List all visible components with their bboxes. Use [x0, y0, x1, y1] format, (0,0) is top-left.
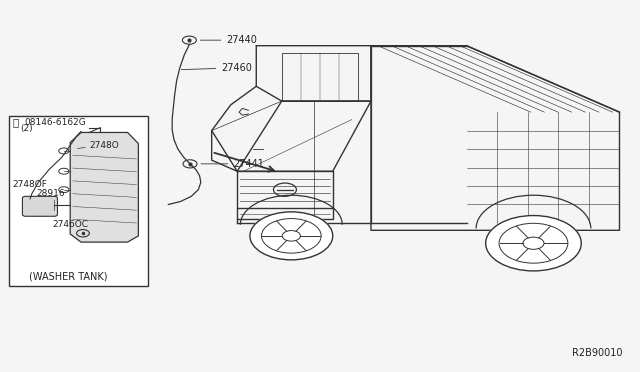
- Text: 2748O: 2748O: [90, 141, 119, 150]
- Text: R2B90010: R2B90010: [572, 348, 623, 358]
- Text: 27441: 27441: [201, 159, 264, 169]
- Text: Ⓢ: Ⓢ: [13, 118, 19, 128]
- Text: 2746OC: 2746OC: [52, 220, 88, 229]
- Text: 2748OF: 2748OF: [13, 180, 48, 189]
- Text: (WASHER TANK): (WASHER TANK): [29, 272, 108, 282]
- Polygon shape: [70, 132, 138, 242]
- Text: 28916: 28916: [36, 189, 65, 198]
- Circle shape: [486, 215, 581, 271]
- Text: (2): (2): [20, 124, 33, 132]
- Text: 08146-6162G: 08146-6162G: [24, 118, 86, 127]
- FancyBboxPatch shape: [22, 196, 58, 216]
- Text: 27460: 27460: [181, 63, 252, 73]
- Text: 27440: 27440: [200, 35, 257, 45]
- Circle shape: [250, 212, 333, 260]
- FancyBboxPatch shape: [9, 116, 148, 286]
